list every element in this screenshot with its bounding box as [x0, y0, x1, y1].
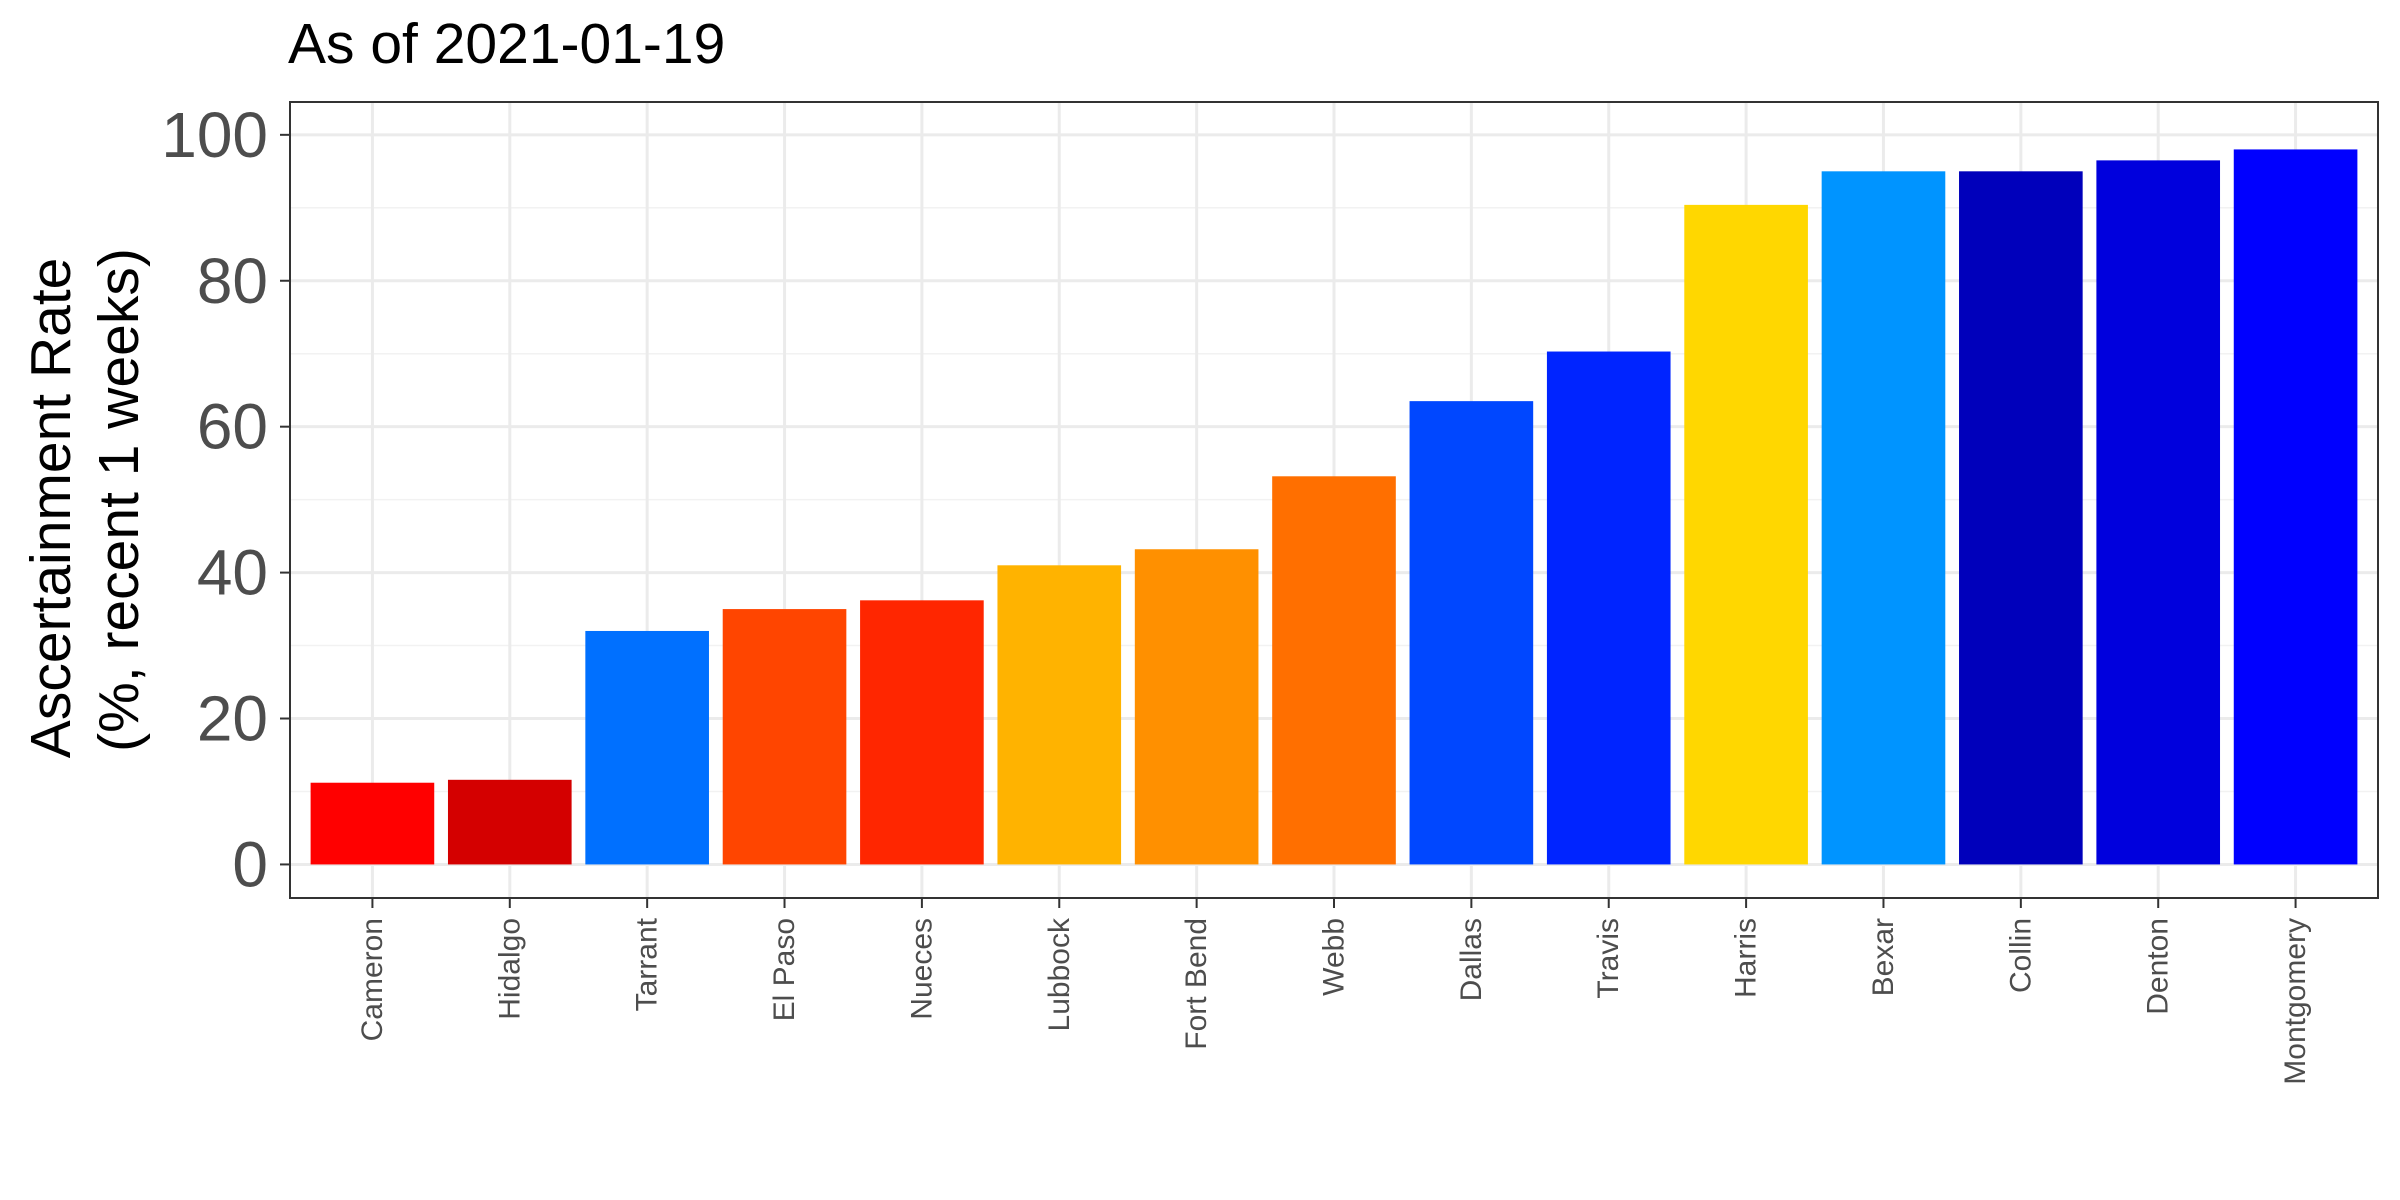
y-axis-label: Ascertainment Rate (%, recent 1 weeks): [19, 242, 151, 758]
x-tick-label: Bexar: [1867, 918, 1900, 996]
y-tick-label: 100: [161, 99, 268, 171]
x-tick-label: Lubbock: [1043, 917, 1076, 1031]
x-axis: Cameron Hidalgo Tarrant El Paso Nueces Lubboc…: [356, 898, 2312, 1085]
bar-bexar: [1821, 171, 1946, 865]
x-tick-label: Tarrant: [631, 917, 664, 1011]
x-tick-label: Webb: [1318, 918, 1351, 996]
x-tick-label: Denton: [2142, 918, 2175, 1015]
bar-cameron: [310, 782, 435, 865]
x-tick-label: El Paso: [768, 918, 801, 1021]
x-tick-label: Collin: [2004, 918, 2037, 993]
x-tick-label: Dallas: [1455, 918, 1488, 1001]
bar-collin: [1959, 171, 2083, 865]
y-tick-label: 80: [197, 245, 268, 317]
chart-title: As of 2021-01-19: [288, 12, 725, 76]
y-tick-label: 40: [197, 537, 268, 609]
x-tick-label: Travis: [1592, 918, 1625, 999]
bars: [310, 149, 2358, 865]
x-tick-label: Fort Bend: [1180, 918, 1213, 1050]
y-tick-label: 60: [197, 391, 268, 463]
bar-nueces: [860, 600, 984, 865]
bar-dallas: [1409, 401, 1534, 865]
x-tick-label: Nueces: [905, 918, 938, 1020]
y-tick-label: 20: [197, 683, 268, 755]
bar-lubbock: [997, 565, 1122, 865]
y-axis: 0 20 40 60 80 100: [161, 99, 290, 900]
y-axis-label-line-2: (%, recent 1 weeks): [87, 248, 151, 752]
bar-travis: [1546, 351, 1671, 865]
bar-harris: [1684, 204, 1808, 865]
bar-tarrant: [585, 630, 709, 865]
y-tick-label: 0: [232, 828, 268, 900]
bar-webb: [1272, 476, 1396, 865]
bar-montgomery: [2233, 149, 2358, 865]
bar-fort-bend: [1134, 549, 1259, 865]
y-axis-label-line-1: Ascertainment Rate: [19, 258, 83, 759]
x-tick-label: Harris: [1730, 918, 1763, 998]
bar-denton: [2096, 160, 2221, 865]
bar-hidalgo: [447, 779, 572, 865]
x-tick-label: Cameron: [356, 918, 389, 1041]
x-tick-label: Hidalgo: [493, 918, 526, 1020]
x-tick-label: Montgomery: [2279, 918, 2312, 1085]
bar-el-paso: [722, 609, 847, 865]
